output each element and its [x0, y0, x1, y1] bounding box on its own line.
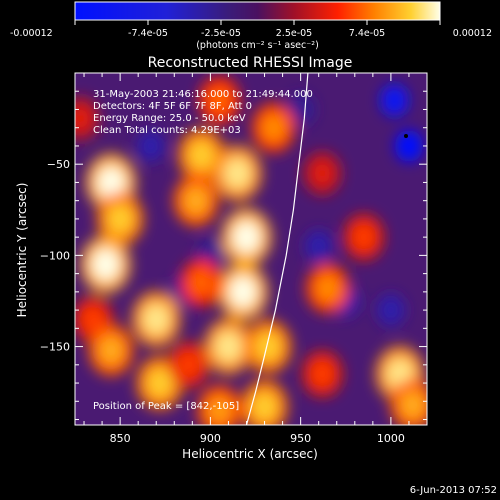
- intensity-blob: [251, 392, 278, 422]
- intensity-blob: [188, 140, 215, 170]
- x-tick-label: 1000: [377, 432, 405, 445]
- colorbar: [74, 1, 441, 21]
- intensity-blob: [75, 107, 91, 130]
- date-stamp: 6-Jun-2013 07:52: [410, 485, 497, 496]
- intensity-blob: [91, 248, 120, 281]
- intensity-blob: [142, 303, 170, 335]
- clean-counts-annotation: Clean Total counts: 4.29E+03: [93, 125, 241, 136]
- colorbar-tick-label: -2.5e-05: [201, 28, 241, 39]
- intensity-blob: [178, 352, 200, 377]
- negative-intensity-spot: [394, 129, 423, 163]
- intensity-blob: [107, 204, 133, 234]
- solar-limb-curve: [245, 73, 309, 425]
- plot-frame: [74, 72, 428, 426]
- negative-intensity-spot: [286, 93, 315, 126]
- x-axis-label: Heliocentric X (arcsec): [182, 447, 318, 461]
- colorbar-tick-label: -7.4e-05: [128, 28, 168, 39]
- x-tick-label: 900: [200, 432, 221, 445]
- intensity-blob: [98, 336, 124, 365]
- colorbar-tick-label: 2.5e-05: [276, 28, 312, 39]
- y-tick-label: −100: [40, 249, 70, 262]
- axis-ticks: 850 900 950 1000 −50 −100 −150: [40, 72, 428, 445]
- colorbar-tick-label: 0.00012: [453, 28, 492, 39]
- intensity-blob: [316, 274, 340, 302]
- intensity-blob: [207, 396, 232, 425]
- negative-intensity-spot: [136, 129, 165, 163]
- colorbar-tick-label: 7.4e-05: [349, 28, 385, 39]
- intensity-blob: [232, 221, 261, 254]
- negative-intensity-spot: [380, 84, 409, 117]
- energy-range-annotation: Energy Range: 25.0 - 50.0 keV: [93, 113, 246, 124]
- chart-title: Reconstructed RHESSI Image: [148, 55, 353, 71]
- y-tick-label: −150: [40, 341, 70, 354]
- intensity-blob: [311, 361, 333, 387]
- intensity-blob: [215, 331, 242, 363]
- time-range-annotation: 31-May-2003 21:46:16.000 to 21:49:44.000: [93, 89, 313, 100]
- y-tick-label: −50: [47, 158, 70, 171]
- detectors-annotation: Detectors: 4F 5F 6F 7F 8F, Att 0: [93, 101, 252, 112]
- intensity-blob: [97, 166, 126, 199]
- intensity-blob: [224, 157, 251, 189]
- intensity-blob: [190, 269, 213, 296]
- intensity-blob: [147, 368, 173, 398]
- intensity-blob: [82, 307, 104, 332]
- peak-marker: [404, 134, 408, 138]
- intensity-blob: [312, 162, 332, 185]
- intensity-blob: [353, 225, 375, 250]
- intensity-blob: [261, 114, 286, 142]
- intensity-blob: [228, 275, 257, 308]
- intensity-blob: [208, 87, 231, 114]
- negative-intensity-spot: [376, 293, 405, 327]
- intensity-blob: [255, 331, 281, 362]
- colorbar-units-label: (photons cm⁻² s⁻¹ asec⁻²): [196, 40, 319, 51]
- negative-intensity-spot: [304, 230, 333, 263]
- intensity-blob: [400, 390, 425, 420]
- colorbar-ticks: -0.00012 -7.4e-05 -2.5e-05 2.5e-05 7.4e-05 0.…: [10, 20, 492, 39]
- intensity-blob: [183, 186, 209, 215]
- heatmap-image: [75, 73, 427, 425]
- colorbar-tick-label: -0.00012: [10, 28, 53, 39]
- y-axis-label: Heliocentric Y (arcsec): [15, 183, 29, 318]
- x-tick-label: 950: [290, 432, 311, 445]
- x-tick-label: 850: [110, 432, 131, 445]
- peak-position-annotation: Position of Peak = [842,-105]: [93, 401, 239, 412]
